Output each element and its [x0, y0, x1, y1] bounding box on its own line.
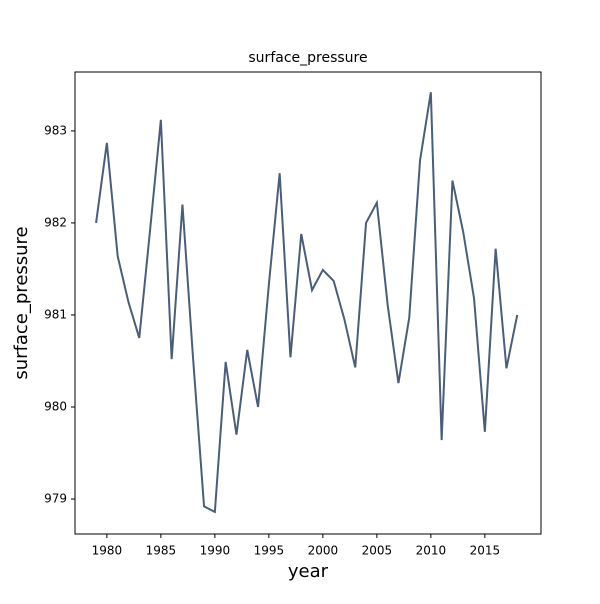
- line: [95, 92, 519, 514]
- y-tick-label: 982: [44, 215, 67, 229]
- x-tick-label: 1980: [92, 544, 123, 558]
- x-tick-label: 1995: [254, 544, 285, 558]
- chart-title: surface_pressure: [248, 50, 367, 66]
- y-tick-label: 980: [44, 399, 67, 413]
- x-tick-label: 1990: [200, 544, 231, 558]
- x-tick-label: 2015: [470, 544, 501, 558]
- y-tick-label: 983: [44, 123, 67, 137]
- x-tick-label: 1985: [146, 544, 177, 558]
- x-tick-label: 2010: [416, 544, 447, 558]
- y-tick-label: 981: [44, 307, 67, 321]
- x-axis-label: year: [288, 561, 329, 582]
- y-tick-label: 979: [44, 492, 67, 506]
- x-tick-label: 2000: [308, 544, 339, 558]
- plot-frame: [74, 71, 542, 535]
- y-axis-label: surface_pressure: [11, 226, 32, 379]
- x-tick-label: 2005: [362, 544, 393, 558]
